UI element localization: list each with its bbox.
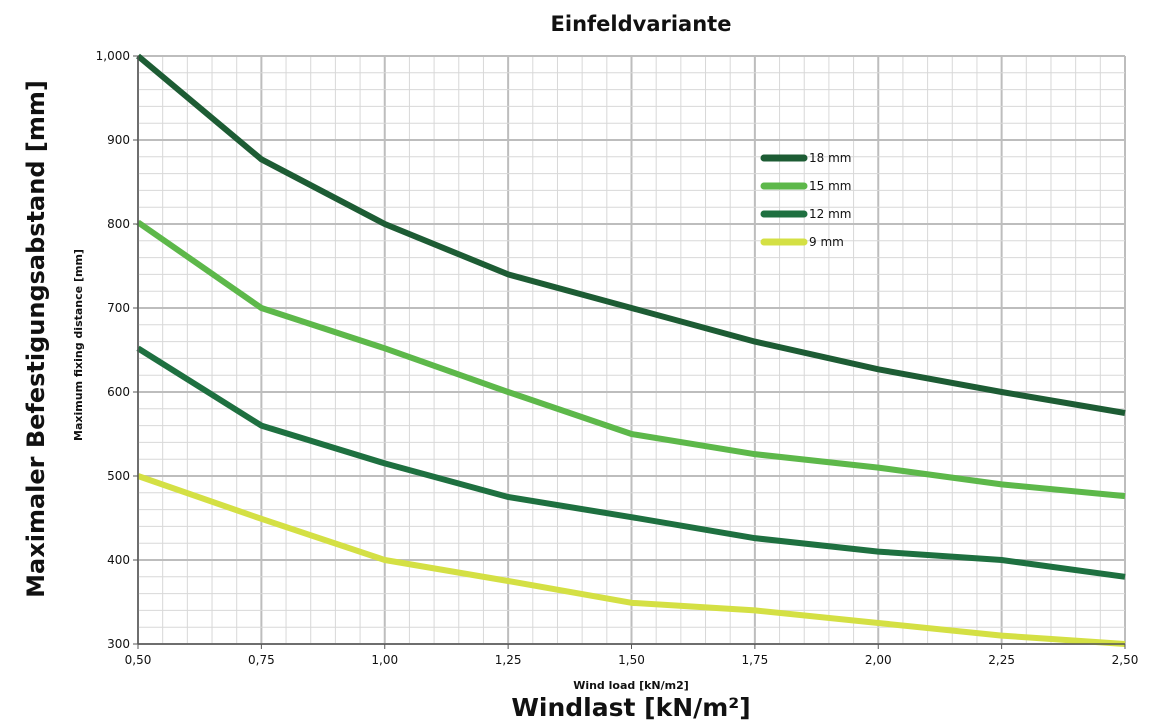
x-tick-label: 2,25 <box>988 653 1015 667</box>
y-axis-label: Maximaler Befestigungsabstand [mm] <box>22 80 50 598</box>
y-tick-label: 600 <box>107 385 130 399</box>
legend-label: 18 mm <box>809 151 851 165</box>
legend-label: 9 mm <box>809 235 844 249</box>
x-axis-label-secondary: Wind load [kN/m2] <box>573 679 689 692</box>
legend: 18 mm 15 mm 12 mm 9 mm <box>760 151 851 249</box>
x-tick-label: 1,00 <box>371 653 398 667</box>
y-tick-label: 900 <box>107 133 130 147</box>
y-tick-label: 300 <box>107 637 130 651</box>
series-lines <box>136 53 1126 647</box>
series-line-18-mm <box>136 53 1126 416</box>
legend-label: 12 mm <box>809 207 851 221</box>
x-tick-label: 1,50 <box>618 653 645 667</box>
series-line-9-mm <box>137 473 1126 647</box>
x-tick-label: 2,00 <box>865 653 892 667</box>
chart-title: Einfeldvariante <box>551 12 732 36</box>
y-axis-label-secondary: Maximum fixing distance [mm] <box>72 249 85 441</box>
series-line-15-mm <box>136 219 1126 500</box>
x-axis-label: Windlast [kN/m²] <box>511 693 750 722</box>
y-tick-label: 700 <box>107 301 130 315</box>
x-tick-label: 1,25 <box>495 653 522 667</box>
x-tick-label: 0,75 <box>248 653 275 667</box>
y-tick-label: 400 <box>107 553 130 567</box>
series-line-12-mm <box>136 345 1126 580</box>
legend-label: 15 mm <box>809 179 851 193</box>
x-tick-label: 2,50 <box>1112 653 1139 667</box>
y-tick-label: 800 <box>107 217 130 231</box>
axes: 0,50 0,75 1,00 1,25 1,50 1,75 2,00 2,25 2,50 300 4… <box>96 49 1139 667</box>
y-tick-label: 1,000 <box>96 49 130 63</box>
x-tick-label: 1,75 <box>742 653 769 667</box>
y-tick-label: 500 <box>107 469 130 483</box>
x-tick-label: 0,50 <box>125 653 152 667</box>
